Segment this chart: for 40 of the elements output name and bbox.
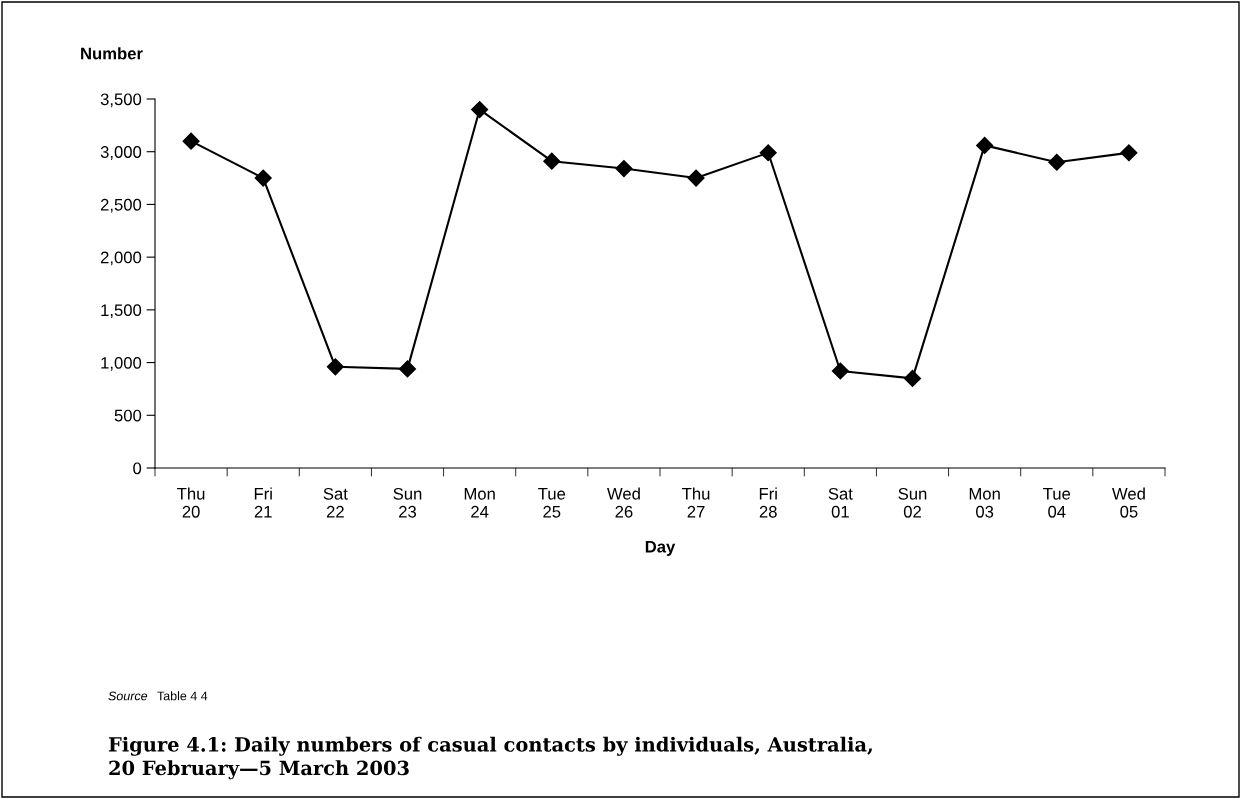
x-tick-label: Wed 26 <box>607 487 640 518</box>
y-tick-label: 3,000 <box>100 146 142 160</box>
point <box>398 360 417 378</box>
point <box>831 362 849 380</box>
point <box>254 169 272 187</box>
x-tick-label: Tue 25 <box>538 488 566 518</box>
y-tick-label: 500 <box>114 409 142 422</box>
x-tick-label: Tue 04 <box>1043 488 1071 518</box>
point <box>543 152 561 170</box>
y-tick-label: 0 <box>133 462 142 475</box>
x-tick-label: Sat 01 <box>828 487 853 518</box>
point <box>1048 153 1066 171</box>
y-tick-label: 2,000 <box>100 251 142 266</box>
point <box>326 358 344 376</box>
x-tick-label: Sun 02 <box>898 487 927 518</box>
y-tick-label: 2,500 <box>100 198 142 213</box>
point <box>182 132 200 150</box>
x-tick-label: Fri 21 <box>254 487 272 518</box>
x-tick-label: Wed 05 <box>1112 487 1145 518</box>
x-tick-label: Mon 24 <box>464 488 495 518</box>
point <box>471 100 489 119</box>
point <box>687 169 705 187</box>
point <box>1120 144 1138 162</box>
y-tick-label: 1,500 <box>101 304 142 319</box>
x-tick-label: Sat 22 <box>323 487 348 518</box>
point <box>615 160 633 178</box>
y-axis-title: Number <box>81 47 143 60</box>
y-tick-label: 3,500 <box>100 93 142 108</box>
y-tick-label: 1,000 <box>101 356 142 371</box>
text: Figure 4.1: Daily numbers of casual contacts by individuals, Australia, 20 February—5 March 2003 <box>108 736 872 780</box>
source-note: Source Table 4 4 <box>108 691 208 701</box>
point <box>759 144 777 162</box>
x-tick-label: Thu 20 <box>177 487 205 518</box>
point <box>976 136 994 154</box>
point <box>903 369 922 387</box>
x-tick-label: Thu 27 <box>682 487 710 518</box>
x-axis-title: Day <box>645 540 676 556</box>
x-tick-label: Fri 28 <box>759 487 777 518</box>
x-tick-label: Sun 23 <box>393 487 422 518</box>
x-tick-label: Mon 03 <box>969 488 1000 518</box>
